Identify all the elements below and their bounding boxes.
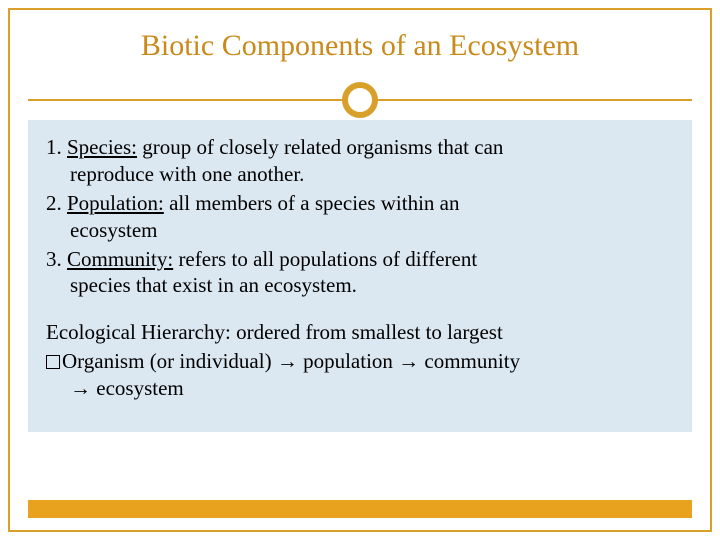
slide-title: Biotic Components of an Ecosystem xyxy=(40,28,680,64)
item-2-rest: all members of a species within an xyxy=(164,191,460,215)
slide-frame: Biotic Components of an Ecosystem 1. Spe… xyxy=(8,8,712,532)
hierarchy-heading: Ecological Hierarchy: ordered from small… xyxy=(46,319,674,346)
bullet-box-icon xyxy=(46,355,60,369)
item-2: 2. Population: all members of a species … xyxy=(46,190,674,244)
item-2-cont: ecosystem xyxy=(46,217,674,244)
item-1-cont: reproduce with one another. xyxy=(46,161,674,188)
item-1: 1. Species: group of closely related org… xyxy=(46,134,674,188)
item-3-cont: species that exist in an ecosystem. xyxy=(46,272,674,299)
ring-icon xyxy=(342,82,378,118)
body-area: 1. Species: group of closely related org… xyxy=(28,120,692,432)
item-1-num: 1. xyxy=(46,135,62,159)
hierarchy-line1: Organism (or individual) → population → … xyxy=(46,348,674,402)
item-3-term: Community: xyxy=(67,247,173,271)
hierarchy-line2-text: → ecosystem xyxy=(46,375,674,402)
bottom-accent-bar xyxy=(28,500,692,518)
item-3: 3. Community: refers to all populations … xyxy=(46,246,674,300)
item-3-num: 3. xyxy=(46,247,62,271)
item-2-term: Population: xyxy=(67,191,164,215)
spacer xyxy=(46,301,674,319)
item-3-rest: refers to all populations of different xyxy=(173,247,477,271)
title-divider xyxy=(10,80,710,120)
hierarchy-line1-text: Organism (or individual) → population → … xyxy=(62,349,520,373)
item-1-rest: group of closely related organisms that … xyxy=(137,135,503,159)
item-2-num: 2. xyxy=(46,191,62,215)
title-area: Biotic Components of an Ecosystem xyxy=(10,10,710,76)
item-1-term: Species: xyxy=(67,135,137,159)
